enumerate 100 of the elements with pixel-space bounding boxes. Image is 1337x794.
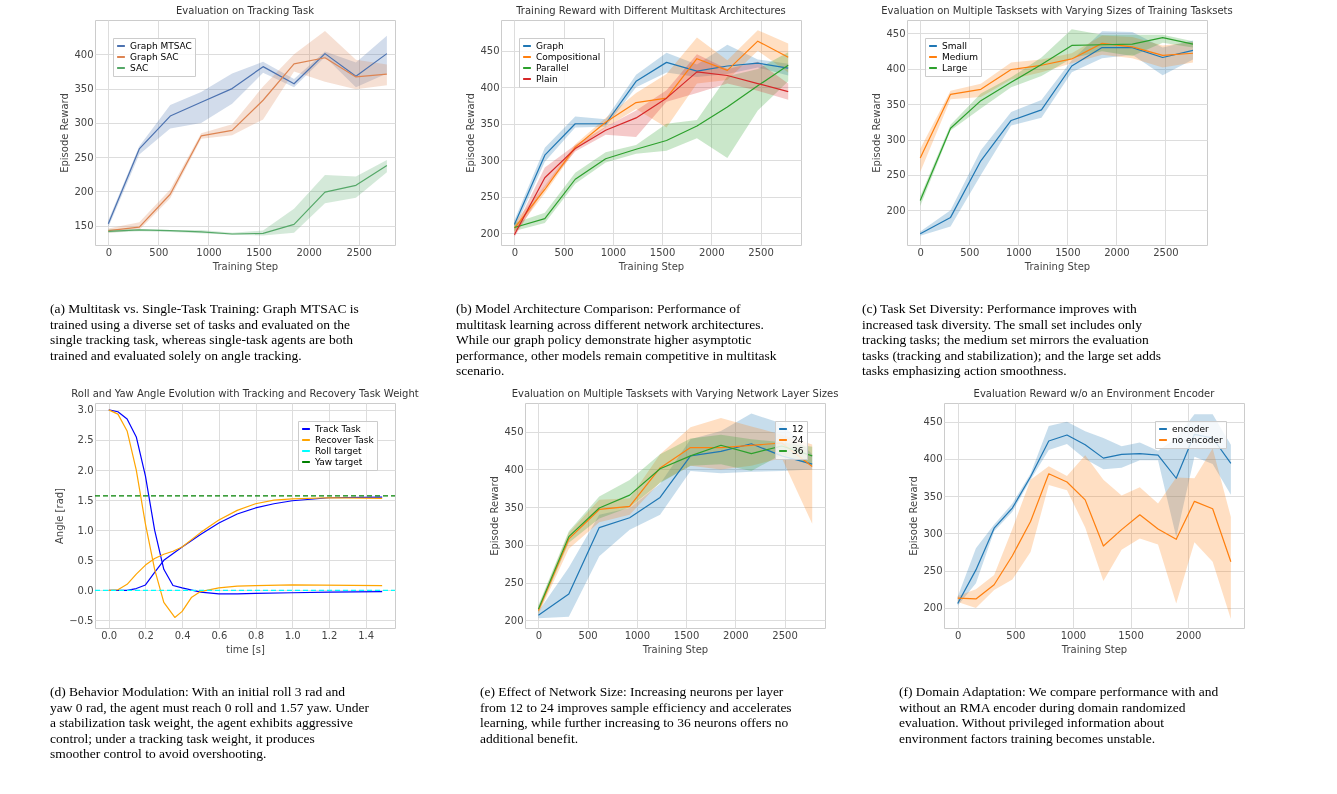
x-tick-label: 2000 — [1175, 629, 1202, 641]
y-tick-label: 250 — [480, 191, 500, 203]
legend-label: Medium — [942, 52, 978, 62]
y-axis-title: Episode Reward — [465, 93, 477, 173]
x-tick-label: 1000 — [624, 629, 651, 641]
y-tick-label: 300 — [923, 527, 943, 539]
y-tick-label: 300 — [886, 134, 906, 146]
x-tick-label: 0 — [955, 629, 962, 641]
legend-label: SAC — [130, 63, 149, 73]
y-tick-label: 250 — [886, 169, 906, 181]
y-tick-label: 400 — [74, 48, 94, 60]
y-tick-label: 1.0 — [77, 524, 94, 536]
y-tick-label: 200 — [480, 227, 500, 239]
y-tick-label: 400 — [886, 63, 906, 75]
x-tick-label: 1.4 — [358, 629, 375, 641]
legend-label: Small — [942, 41, 967, 51]
text: (d) Behavior Modulation: With an initial roll 3 rad and yaw 0 rad, the agent must reach 0 roll and 1.57 yaw. Under a stabilization task weight, the agent exhibits aggressive control; under a tracking task weight, it produces smoother control to avoid overshooting. — [50, 684, 370, 761]
y-tick-label: 250 — [74, 151, 94, 163]
y-tick-label: 400 — [923, 453, 943, 465]
y-tick-label: 200 — [504, 614, 524, 626]
y-tick-label: 150 — [74, 220, 94, 232]
x-tick-label: 0 — [917, 246, 924, 258]
x-tick-label: 1500 — [1055, 246, 1081, 258]
x-tick-label: 2500 — [1153, 246, 1179, 258]
legend-label: Graph — [536, 41, 564, 51]
x-tick-label: 2500 — [772, 629, 798, 641]
x-tick-label: 500 — [960, 246, 980, 258]
legend-label: Graph MTSAC — [130, 41, 192, 51]
x-tick-label: 0.2 — [138, 629, 154, 641]
chart-title: Evaluation on Multiple Tasksets with Varying Sizes of Training Tasksets — [881, 5, 1233, 16]
chart-title: Evaluation on Multiple Tasksets with Varying Network Layer Sizes — [511, 388, 839, 399]
y-tick-label: 3.0 — [77, 404, 94, 416]
y-axis-title: Episode Reward — [59, 93, 71, 173]
y-tick-label: 300 — [504, 539, 524, 551]
x-tick-label: 500 — [578, 629, 598, 641]
legend-label: Plain — [536, 74, 558, 84]
y-tick-label: 0.0 — [77, 584, 94, 596]
y-axis-title: Episode Reward — [908, 476, 920, 556]
legend-label: encoder — [1172, 424, 1209, 434]
legend-label: 12 — [792, 424, 804, 434]
y-tick-label: 0.5 — [77, 554, 94, 566]
legend-label: 24 — [792, 435, 804, 445]
legend-label: Compositional — [536, 52, 601, 62]
x-tick-label: 2500 — [346, 246, 372, 258]
y-tick-label: 200 — [886, 204, 906, 216]
y-tick-label: 450 — [923, 416, 943, 428]
x-tick-label: 1000 — [1006, 246, 1032, 258]
y-tick-label: 400 — [504, 463, 524, 475]
x-tick-label: 2500 — [748, 246, 774, 258]
text: (f) Domain Adaptation: We compare performance with and without an RMA encoder during domain randomized evaluation. Without privileged information about environment factors training becomes unstable. — [899, 684, 1219, 746]
x-tick-label: 2000 — [723, 629, 749, 641]
x-axis-title: time [s] — [226, 643, 265, 655]
x-axis-title: Training Step — [211, 260, 279, 272]
y-tick-label: 350 — [886, 98, 906, 110]
x-tick-label: 1000 — [196, 246, 222, 258]
x-tick-label: 1500 — [649, 246, 676, 258]
y-tick-label: 200 — [74, 185, 94, 197]
x-tick-label: 1500 — [673, 629, 700, 641]
y-tick-label: 300 — [480, 154, 500, 166]
x-tick-label: 1500 — [1118, 629, 1144, 641]
x-tick-label: 500 — [1006, 629, 1026, 641]
y-axis-title: Episode Reward — [871, 93, 883, 173]
legend-label: Yaw target — [314, 457, 363, 467]
chart-title: Training Reward with Different Multitask Architectures — [515, 5, 786, 16]
legend-label: Roll target — [315, 446, 363, 456]
x-tick-label: 0 — [511, 246, 519, 258]
chart-title: Evaluation Reward w/o an Environment Encoder — [973, 388, 1216, 399]
y-tick-label: 250 — [923, 565, 943, 577]
y-tick-label: 250 — [504, 577, 524, 589]
legend-label: Graph SAC — [130, 52, 179, 62]
x-tick-label: 1000 — [600, 246, 627, 258]
text: (a) Multitask vs. Single-Task Training: Graph MTSAC is trained using a diverse set of tasks and evaluated on the single tracking task, whereas single-task agents are both trained and evaluated solely on angle tracking. — [50, 301, 359, 363]
x-tick-label: 0.4 — [174, 629, 191, 641]
line-series — [957, 473, 1232, 600]
y-tick-label: 350 — [74, 83, 94, 95]
y-tick-label: 450 — [504, 426, 524, 438]
y-tick-label: 2.5 — [77, 434, 94, 446]
legend-label: Large — [942, 63, 968, 73]
y-tick-label: 1.5 — [77, 494, 94, 506]
text: (e) Effect of Network Size: Increasing neurons per layer from 12 to 24 improves sample efficiency and accelerates learning, while further increasing to 36 neurons offers no additional benefit. — [480, 684, 792, 746]
x-axis-title: Training Step — [1060, 643, 1128, 655]
legend-label: Recover Task — [315, 435, 375, 445]
text: (b) Model Architecture Comparison: Performance of multitask learning across different network architectures. While our graph policy demonstrate higher asymptotic performance, other models remain competitive in multitask scenario. — [456, 301, 777, 378]
x-tick-label: 1.2 — [321, 629, 338, 641]
x-tick-label: 2000 — [1104, 246, 1130, 258]
y-tick-label: −0.5 — [69, 614, 94, 626]
x-axis-title: Training Step — [641, 643, 709, 655]
legend-label: Parallel — [536, 63, 569, 73]
y-tick-label: 450 — [886, 27, 906, 39]
x-tick-label: 2000 — [699, 246, 725, 258]
x-tick-label: 0.6 — [211, 629, 228, 641]
legend-label: no encoder — [1172, 435, 1224, 445]
x-axis-title: Training Step — [617, 260, 685, 272]
legend-label: 36 — [792, 446, 804, 456]
x-tick-label: 0 — [105, 246, 113, 258]
y-axis-title: Episode Reward — [489, 476, 501, 556]
x-tick-label: 2000 — [296, 246, 322, 258]
y-tick-label: 2.0 — [77, 464, 94, 476]
x-tick-label: 1000 — [1060, 629, 1087, 641]
x-tick-label: 1.0 — [284, 629, 301, 641]
